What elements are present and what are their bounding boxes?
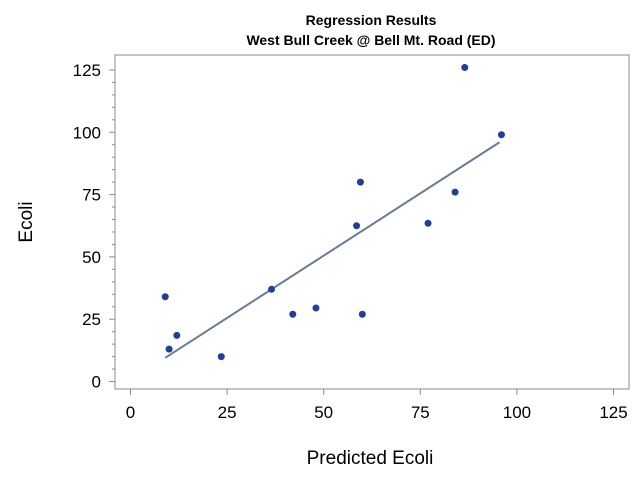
data-points bbox=[161, 63, 505, 361]
y-tick-label: 125 bbox=[73, 61, 101, 80]
data-point bbox=[312, 304, 320, 312]
x-tick-label: 75 bbox=[411, 403, 430, 422]
data-point bbox=[289, 310, 297, 318]
y-tick-label: 50 bbox=[82, 248, 101, 267]
chart-title: Regression Results bbox=[306, 12, 437, 28]
data-point bbox=[268, 285, 276, 293]
x-tick-label: 50 bbox=[314, 403, 333, 422]
data-point bbox=[424, 219, 432, 227]
x-axis: 0 25 50 75 100 125 bbox=[126, 389, 628, 422]
plot-area bbox=[114, 54, 630, 390]
data-point bbox=[173, 331, 181, 339]
data-point bbox=[165, 345, 173, 353]
x-axis-label: Predicted Ecoli bbox=[307, 448, 434, 469]
y-tick-label: 0 bbox=[92, 373, 101, 392]
y-tick-label: 25 bbox=[82, 310, 101, 329]
y-tick-label: 100 bbox=[73, 123, 101, 142]
data-point bbox=[358, 310, 366, 318]
data-point bbox=[356, 178, 364, 186]
y-axis-label: Ecoli bbox=[16, 201, 37, 242]
x-tick-label: 0 bbox=[126, 403, 135, 422]
x-tick-label: 25 bbox=[218, 403, 237, 422]
x-tick-label: 125 bbox=[599, 403, 627, 422]
data-point bbox=[217, 353, 225, 361]
regression-line bbox=[164, 141, 501, 359]
regression-line-layer bbox=[164, 141, 501, 359]
data-point bbox=[353, 222, 361, 230]
data-point bbox=[161, 293, 169, 301]
x-tick-label: 100 bbox=[503, 403, 531, 422]
data-point bbox=[451, 188, 459, 196]
y-axis: 0 25 50 75 100 125 bbox=[73, 61, 115, 392]
data-point bbox=[461, 63, 469, 71]
y-tick-label: 75 bbox=[82, 186, 101, 205]
data-point bbox=[497, 131, 505, 139]
chart-subtitle: West Bull Creek @ Bell Mt. Road (ED) bbox=[246, 32, 495, 48]
